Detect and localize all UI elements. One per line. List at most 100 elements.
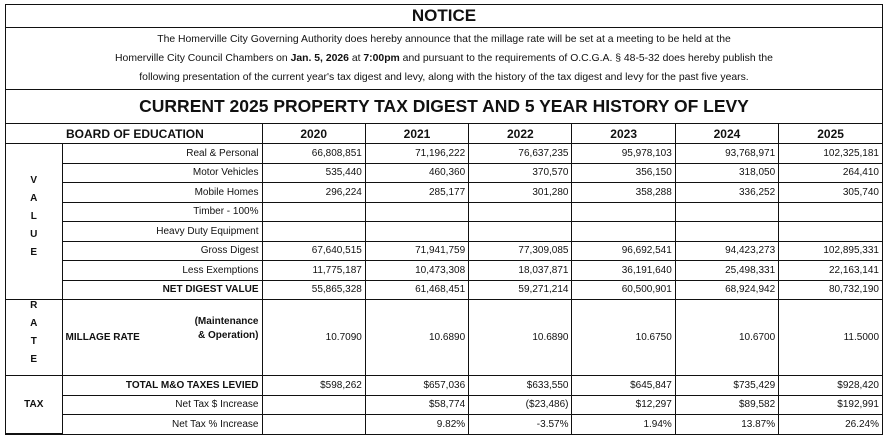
cell-value: 10.6890 xyxy=(468,299,573,376)
cell-value: 11.5000 xyxy=(778,299,882,376)
row-label: Heavy Duty Equipment xyxy=(62,221,263,242)
notice-text: Homerville City Council Chambers on xyxy=(115,53,291,64)
notice-text: following presentation of the current ye… xyxy=(139,72,749,83)
cell-value: 93,768,971 xyxy=(674,143,780,164)
cell-value xyxy=(364,201,470,222)
cell-value: 305,740 xyxy=(778,182,882,203)
header-row: BOARD OF EDUCATION 2020 2021 2022 2023 2024 2… xyxy=(6,124,882,144)
cell-value: 460,360 xyxy=(364,162,470,183)
row-label-text: Motor Vehicles xyxy=(192,167,259,179)
row-label: NET DIGEST VALUE xyxy=(62,279,263,300)
row-note: (Maintenance & Operation) xyxy=(194,316,259,341)
row-label-text: Timber - 100% xyxy=(193,206,259,218)
table-row: Less Exemptions 11,775,187 10,473,308 18,03… xyxy=(6,260,882,281)
cell-value: 60,500,901 xyxy=(571,279,676,300)
notice-document: NOTICE The Homerville City Governing Aut… xyxy=(5,4,883,435)
cell-value: $657,036 xyxy=(364,375,470,396)
cell-value: 71,196,222 xyxy=(364,143,470,164)
notice-text: at xyxy=(348,53,364,64)
table-row: Heavy Duty Equipment xyxy=(6,221,882,242)
cell-value: ($23,486) xyxy=(468,394,573,415)
table-row: Motor Vehicles 535,440 460,360 370,570 356,1… xyxy=(6,162,882,183)
cell-value: 18,037,871 xyxy=(468,260,573,281)
cell-value: 59,271,214 xyxy=(468,279,573,300)
page: {"notice": {"title": "NOTICE", "lines": … xyxy=(5,4,883,435)
table-heading: CURRENT 2025 PROPERTY TAX DIGEST AND 5 Y… xyxy=(6,90,882,124)
row-label: Net Tax $ Increase xyxy=(62,394,263,415)
cell-value xyxy=(261,201,366,222)
cell-value xyxy=(468,221,573,242)
row-label-text: Mobile Homes xyxy=(194,186,259,198)
notice-line: The Homerville City Governing Authority … xyxy=(6,30,882,49)
row-label: TOTAL M&O TAXES LEVIED xyxy=(61,375,263,396)
notice-line: Homerville City Council Chambers on Jan.… xyxy=(6,49,882,68)
cell-value: 358,288 xyxy=(571,182,676,203)
section-label-text: VALUE xyxy=(28,175,40,265)
row-label-text: Heavy Duty Equipment xyxy=(156,225,259,237)
cell-value: 61,468,451 xyxy=(364,279,470,300)
cell-value: $735,429 xyxy=(674,375,780,396)
cell-value xyxy=(571,221,676,242)
cell-value: 68,924,942 xyxy=(674,279,780,300)
row-label-text: Gross Digest xyxy=(200,245,259,257)
table-row: TAX TOTAL M&O TAXES LEVIED $598,262 $657,03… xyxy=(6,375,882,434)
cell-value: 13.87% xyxy=(674,414,780,434)
cell-value: 94,423,273 xyxy=(674,240,780,261)
cell-value: 336,252 xyxy=(674,182,780,203)
table-row: Mobile Homes 296,224 285,177 301,280 358,288… xyxy=(6,182,882,203)
cell-value: $633,550 xyxy=(468,375,573,396)
cell-value: 10.6890 xyxy=(364,299,470,376)
cell-value xyxy=(468,201,573,222)
cell-value xyxy=(674,201,780,222)
cell-value xyxy=(571,201,676,222)
cell-value: 356,150 xyxy=(571,162,676,183)
table-row: Net Tax $ Increase $58,774 ($23,486) $12,29… xyxy=(6,394,882,415)
notice-title: NOTICE xyxy=(6,5,882,28)
row-label-text: Net Tax % Increase xyxy=(171,418,259,430)
cell-value xyxy=(778,221,882,242)
cell-value: 76,637,235 xyxy=(468,143,573,164)
cell-value: 10.6750 xyxy=(571,299,676,376)
row-label-text: Net Tax $ Increase xyxy=(175,399,259,411)
cell-value: 10,473,308 xyxy=(364,260,470,281)
cell-value: 22,163,141 xyxy=(778,260,882,281)
cell-value: 285,177 xyxy=(364,182,470,203)
table-row: Timber - 100% xyxy=(6,201,882,222)
notice-text: 7:00pm xyxy=(363,53,400,64)
cell-value xyxy=(261,414,366,434)
year-header: 2021 xyxy=(364,124,470,144)
row-label-text: Real & Personal xyxy=(186,147,259,159)
section-label: RATE xyxy=(6,299,63,376)
cell-value: 96,692,541 xyxy=(571,240,676,261)
cell-value: 10.6700 xyxy=(674,299,780,376)
cell-value xyxy=(674,221,780,242)
row-label: Less Exemptions xyxy=(62,260,263,281)
cell-value xyxy=(364,221,470,242)
cell-value: 264,410 xyxy=(778,162,882,183)
cell-value: 11,775,187 xyxy=(261,260,366,281)
cell-value: $12,297 xyxy=(571,394,676,415)
table-row: RATE MILLAGE RATE (Maintenance & Operation… xyxy=(6,299,882,376)
section-label-text: RATE xyxy=(28,300,40,372)
cell-value: 25,498,331 xyxy=(674,260,780,281)
cell-value: 1.94% xyxy=(571,414,676,434)
row-label: Net Tax % Increase xyxy=(62,414,263,434)
cell-value: $58,774 xyxy=(364,394,470,415)
row-label: MILLAGE RATE (Maintenance & Operation) xyxy=(61,299,263,376)
cell-value: $645,847 xyxy=(571,375,676,396)
cell-value: $598,262 xyxy=(261,375,366,396)
row-label: Real & Personal xyxy=(61,143,263,164)
row-label: Motor Vehicles xyxy=(62,162,263,183)
cell-value: 71,941,759 xyxy=(364,240,470,261)
cell-value: 80,732,190 xyxy=(778,279,882,300)
notice-text: and pursuant to the requirements of O.C.… xyxy=(399,53,773,64)
table-row: VALUE Real & Personal 66,808,851 71,196,222… xyxy=(6,143,882,300)
cell-value: 301,280 xyxy=(468,182,573,203)
cell-value: $89,582 xyxy=(674,394,780,415)
year-header: 2023 xyxy=(571,124,676,144)
section-label-text: TAX xyxy=(24,399,44,410)
cell-value: 26.24% xyxy=(778,414,882,434)
cell-value xyxy=(261,394,366,415)
row-label-text: Less Exemptions xyxy=(182,264,259,276)
cell-value: 10.7090 xyxy=(261,299,366,376)
